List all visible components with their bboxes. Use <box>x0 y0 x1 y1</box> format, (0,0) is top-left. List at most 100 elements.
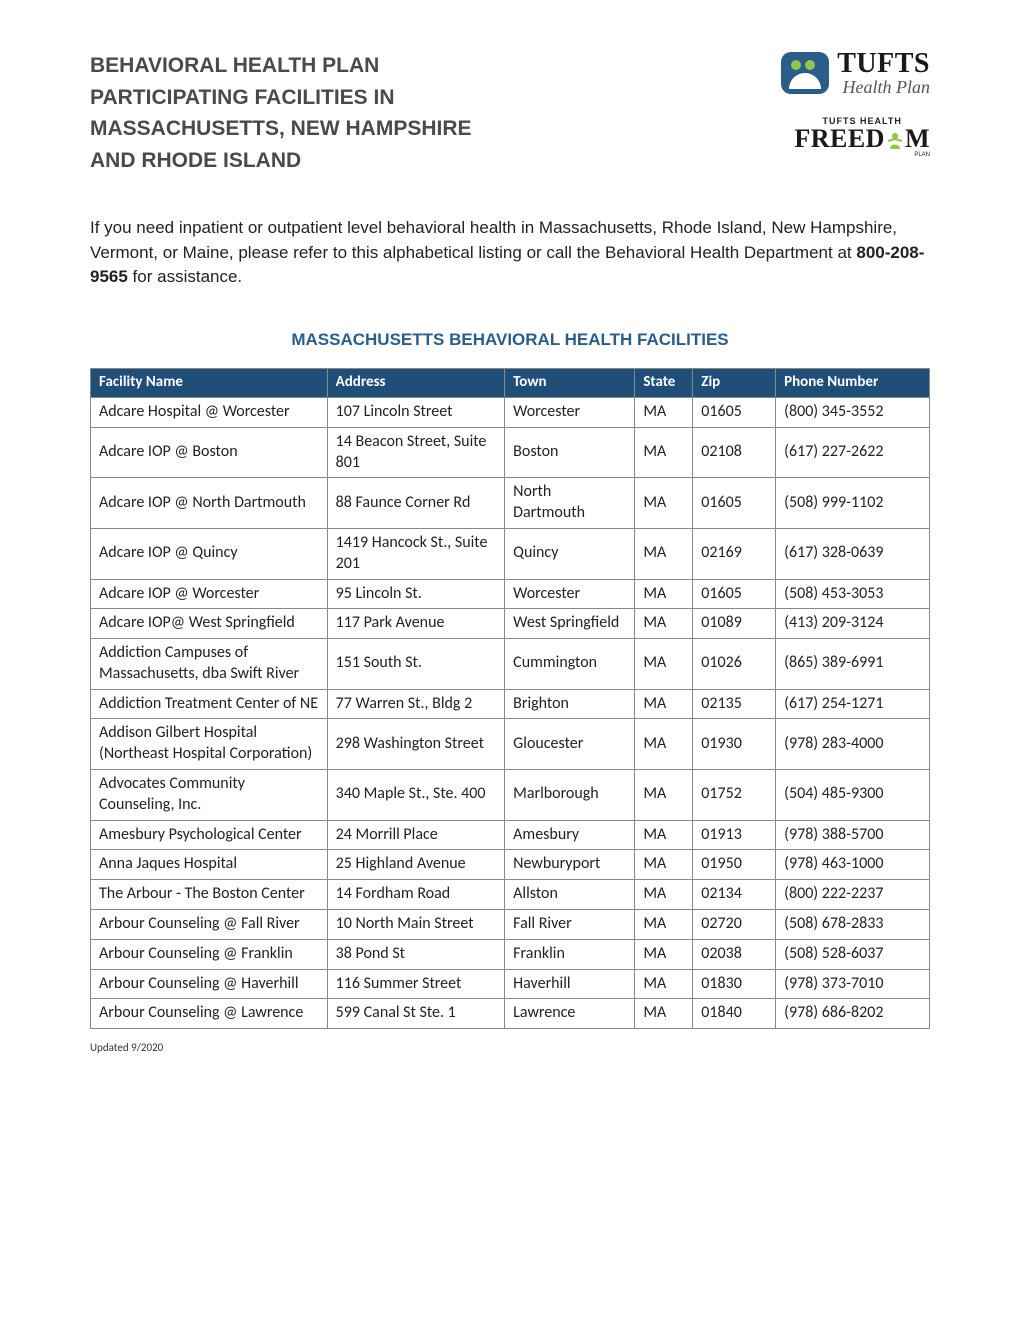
table-cell: MA <box>635 579 693 609</box>
intro-text: If you need inpatient or outpatient leve… <box>90 218 897 262</box>
table-row: Adcare IOP@ West Springfield117 Park Ave… <box>91 609 930 639</box>
table-cell: 01089 <box>693 609 776 639</box>
table-cell: Advocates Community Counseling, Inc. <box>91 770 328 821</box>
table-cell: Addiction Campuses of Massachusetts, dba… <box>91 639 328 690</box>
table-row: Arbour Counseling @ Franklin38 Pond StFr… <box>91 939 930 969</box>
table-cell: MA <box>635 639 693 690</box>
col-header-zip: Zip <box>693 368 776 397</box>
table-row: Adcare IOP @ Boston14 Beacon Street, Sui… <box>91 427 930 478</box>
table-row: Addiction Campuses of Massachusetts, dba… <box>91 639 930 690</box>
table-cell: (978) 463-1000 <box>776 850 930 880</box>
tufts-health-freedom-logo: TUFTS HEALTH FREEDM PLAN <box>794 116 930 158</box>
col-header-state: State <box>635 368 693 397</box>
table-cell: MA <box>635 969 693 999</box>
table-cell: (508) 678-2833 <box>776 910 930 940</box>
tufts-logo-line2: Health Plan <box>837 78 930 96</box>
table-cell: (508) 999-1102 <box>776 478 930 529</box>
table-cell: (617) 328-0639 <box>776 528 930 579</box>
tufts-logo-text: TUFTS Health Plan <box>837 50 930 96</box>
table-cell: 01605 <box>693 579 776 609</box>
table-cell: 14 Beacon Street, Suite 801 <box>327 427 505 478</box>
table-cell: (504) 485-9300 <box>776 770 930 821</box>
table-cell: MA <box>635 478 693 529</box>
table-cell: 01913 <box>693 820 776 850</box>
table-cell: (800) 345-3552 <box>776 397 930 427</box>
intro-suffix: for assistance. <box>128 267 242 286</box>
table-row: Addiction Treatment Center of NE77 Warre… <box>91 689 930 719</box>
table-cell: 116 Summer Street <box>327 969 505 999</box>
intro-paragraph: If you need inpatient or outpatient leve… <box>90 216 930 290</box>
table-row: Arbour Counseling @ Fall River10 North M… <box>91 910 930 940</box>
header-row: BEHAVIORAL HEALTH PLAN PARTICIPATING FAC… <box>90 50 930 176</box>
table-cell: 01830 <box>693 969 776 999</box>
table-cell: (978) 283-4000 <box>776 719 930 770</box>
table-cell: 02135 <box>693 689 776 719</box>
table-cell: Lawrence <box>505 999 635 1029</box>
col-header-address: Address <box>327 368 505 397</box>
table-cell: 599 Canal St Ste. 1 <box>327 999 505 1029</box>
table-body: Adcare Hospital @ Worcester107 Lincoln S… <box>91 397 930 1028</box>
tufts-logo-mark-icon <box>781 52 829 94</box>
table-cell: Anna Jaques Hospital <box>91 850 328 880</box>
table-cell: 01930 <box>693 719 776 770</box>
table-row: The Arbour - The Boston Center14 Fordham… <box>91 880 930 910</box>
table-cell: 117 Park Avenue <box>327 609 505 639</box>
table-cell: (617) 227-2622 <box>776 427 930 478</box>
table-cell: MA <box>635 850 693 880</box>
table-cell: 1419 Hancock St., Suite 201 <box>327 528 505 579</box>
table-cell: West Springfield <box>505 609 635 639</box>
table-cell: Arbour Counseling @ Lawrence <box>91 999 328 1029</box>
table-cell: 02169 <box>693 528 776 579</box>
table-cell: MA <box>635 719 693 770</box>
section-title: MASSACHUSETTS BEHAVIORAL HEALTH FACILITI… <box>90 330 930 350</box>
table-cell: Adcare IOP @ North Dartmouth <box>91 478 328 529</box>
table-row: Arbour Counseling @ Haverhill116 Summer … <box>91 969 930 999</box>
table-cell: (508) 453-3053 <box>776 579 930 609</box>
table-cell: Addiction Treatment Center of NE <box>91 689 328 719</box>
table-row: Addison Gilbert Hospital (Northeast Hosp… <box>91 719 930 770</box>
table-row: Adcare IOP @ Worcester95 Lincoln St.Worc… <box>91 579 930 609</box>
table-cell: Amesbury Psychological Center <box>91 820 328 850</box>
freedom-post: M <box>905 124 930 153</box>
table-row: Anna Jaques Hospital25 Highland AvenueNe… <box>91 850 930 880</box>
table-cell: Fall River <box>505 910 635 940</box>
table-cell: (978) 388-5700 <box>776 820 930 850</box>
table-cell: Addison Gilbert Hospital (Northeast Hosp… <box>91 719 328 770</box>
table-cell: 88 Faunce Corner Rd <box>327 478 505 529</box>
table-row: Adcare IOP @ Quincy1419 Hancock St., Sui… <box>91 528 930 579</box>
table-cell: MA <box>635 939 693 969</box>
table-cell: Amesbury <box>505 820 635 850</box>
logos: TUFTS Health Plan TUFTS HEALTH FREEDM PL… <box>781 50 930 158</box>
table-cell: 298 Washington Street <box>327 719 505 770</box>
table-cell: MA <box>635 770 693 821</box>
table-row: Adcare IOP @ North Dartmouth88 Faunce Co… <box>91 478 930 529</box>
table-cell: (978) 686-8202 <box>776 999 930 1029</box>
table-cell: Gloucester <box>505 719 635 770</box>
table-cell: 01605 <box>693 397 776 427</box>
table-cell: 10 North Main Street <box>327 910 505 940</box>
table-cell: 25 Highland Avenue <box>327 850 505 880</box>
table-cell: Boston <box>505 427 635 478</box>
freedom-person-icon <box>885 131 905 151</box>
page-title: BEHAVIORAL HEALTH PLAN PARTICIPATING FAC… <box>90 50 520 176</box>
table-cell: Worcester <box>505 579 635 609</box>
table-cell: 01752 <box>693 770 776 821</box>
table-cell: (617) 254-1271 <box>776 689 930 719</box>
table-cell: 14 Fordham Road <box>327 880 505 910</box>
facilities-table: Facility Name Address Town State Zip Pho… <box>90 368 930 1029</box>
table-row: Adcare Hospital @ Worcester107 Lincoln S… <box>91 397 930 427</box>
table-cell: Adcare IOP @ Boston <box>91 427 328 478</box>
footnote: Updated 9/2020 <box>90 1041 930 1054</box>
table-cell: MA <box>635 820 693 850</box>
table-cell: 95 Lincoln St. <box>327 579 505 609</box>
table-cell: Adcare IOP@ West Springfield <box>91 609 328 639</box>
table-cell: Adcare IOP @ Worcester <box>91 579 328 609</box>
table-cell: The Arbour - The Boston Center <box>91 880 328 910</box>
table-cell: MA <box>635 689 693 719</box>
table-cell: 151 South St. <box>327 639 505 690</box>
table-cell: Arbour Counseling @ Fall River <box>91 910 328 940</box>
table-cell: 107 Lincoln Street <box>327 397 505 427</box>
table-cell: MA <box>635 910 693 940</box>
table-row: Amesbury Psychological Center24 Morrill … <box>91 820 930 850</box>
table-cell: (413) 209-3124 <box>776 609 930 639</box>
